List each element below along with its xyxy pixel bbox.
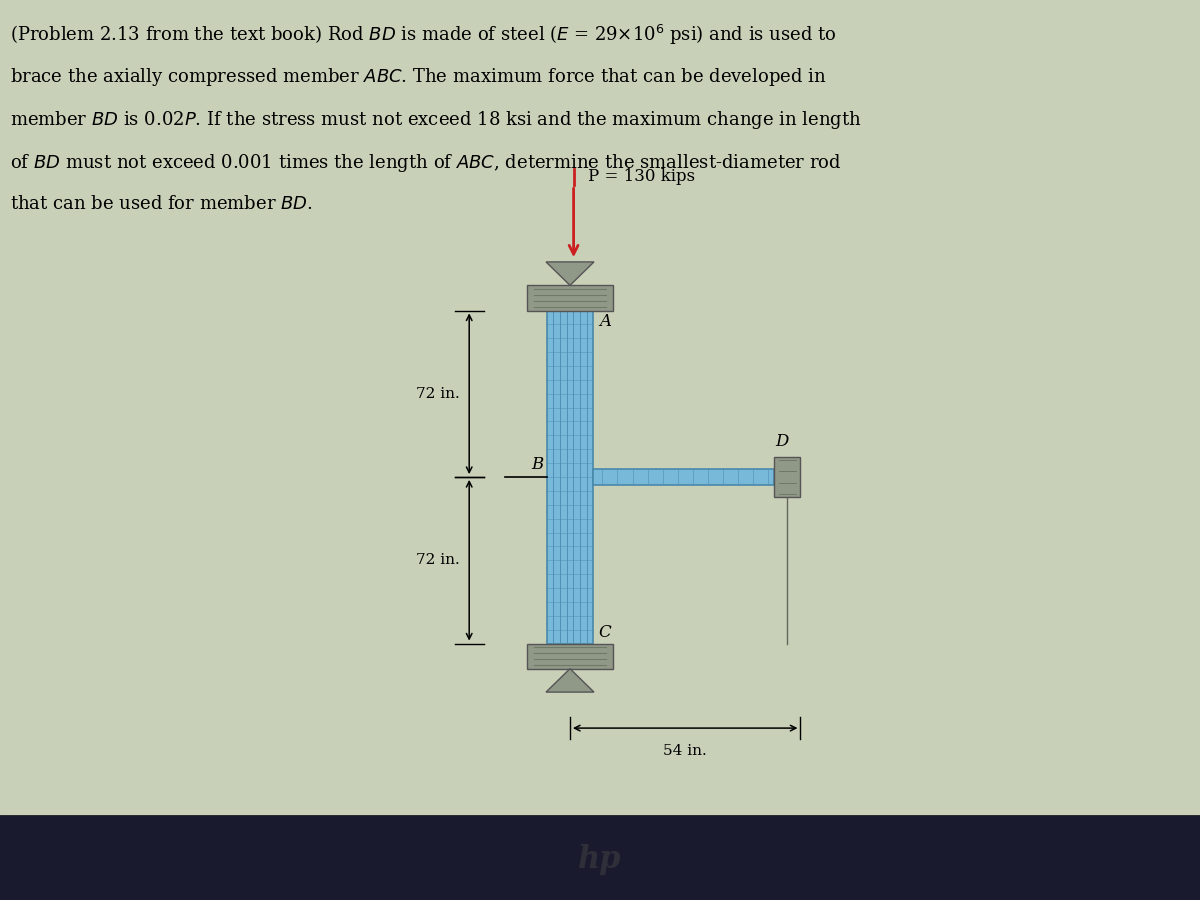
Text: C: C: [599, 624, 612, 641]
Bar: [774, 457, 800, 497]
Bar: [593, 469, 774, 485]
Text: that can be used for member $\it{BD}$.: that can be used for member $\it{BD}$.: [10, 195, 312, 213]
Text: (Problem 2.13 from the text book) Rod $\it{BD}$ is made of steel ($E$ = 29×10$^6: (Problem 2.13 from the text book) Rod $\…: [10, 22, 836, 47]
Polygon shape: [546, 262, 594, 285]
Text: member $\it{BD}$ is 0.02$\it{P}$. If the stress must not exceed 18 ksi and the m: member $\it{BD}$ is 0.02$\it{P}$. If the…: [10, 109, 862, 130]
Text: of $\it{BD}$ must not exceed 0.001 times the length of $\it{ABC}$, determine the: of $\it{BD}$ must not exceed 0.001 times…: [10, 152, 841, 174]
Text: hp: hp: [578, 844, 622, 875]
Text: brace the axially compressed member $\it{ABC}$. The maximum force that can be de: brace the axially compressed member $\it…: [10, 66, 826, 87]
Text: P = 130 kips: P = 130 kips: [588, 168, 695, 184]
Bar: [527, 285, 613, 310]
Text: B: B: [532, 456, 544, 473]
Bar: [0, 814, 1200, 900]
Bar: [527, 644, 613, 669]
Text: 72 in.: 72 in.: [416, 387, 460, 400]
Text: 72 in.: 72 in.: [416, 554, 460, 567]
Bar: [547, 310, 593, 644]
Polygon shape: [546, 669, 594, 692]
Text: D: D: [775, 433, 788, 450]
Text: 54 in.: 54 in.: [664, 744, 707, 759]
Text: A: A: [599, 313, 611, 330]
